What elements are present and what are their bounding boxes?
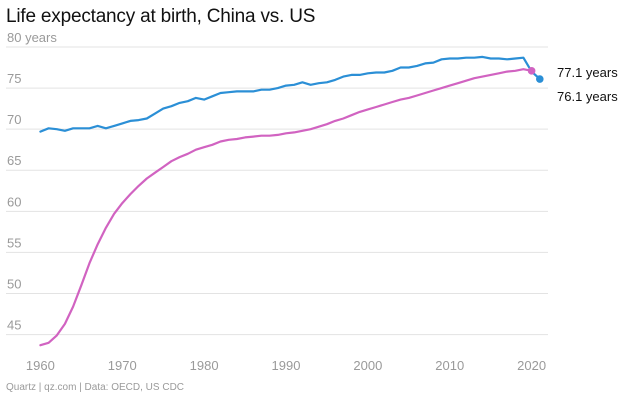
y-tick-label: 55 — [7, 235, 21, 250]
y-tick-label: 80 years — [7, 30, 57, 45]
y-tick-label: 75 — [7, 71, 21, 86]
x-tick-label: 2010 — [435, 358, 464, 373]
series-end-label-1: 76.1 years — [557, 89, 618, 104]
x-axis-ticks: 1960 1970 1980 1990 2000 2010 2020 — [26, 358, 546, 373]
end-labels: 77.1 years 76.1 years — [557, 65, 618, 104]
gridlines — [6, 46, 548, 336]
y-tick-label: 70 — [7, 112, 21, 127]
series-lines — [39, 55, 541, 347]
series-line-2 — [39, 68, 533, 347]
x-tick-label: 2020 — [517, 358, 546, 373]
y-tick-label: 60 — [7, 194, 21, 209]
y-tick-label: 45 — [7, 318, 21, 333]
x-tick-label: 1970 — [108, 358, 137, 373]
source-footer: Quartz | qz.com | Data: OECD, US CDC — [6, 382, 185, 393]
end-markers — [527, 67, 544, 83]
y-tick-label: 50 — [7, 276, 21, 291]
x-tick-label: 2000 — [353, 358, 382, 373]
x-tick-label: 1960 — [26, 358, 55, 373]
chart-title: Life expectancy at birth, China vs. US — [6, 6, 316, 27]
y-tick-label: 65 — [7, 153, 21, 168]
series-end-marker-2 — [527, 67, 536, 75]
x-tick-label: 1980 — [190, 358, 219, 373]
y-axis-ticks: 45 50 55 60 65 70 75 80 years — [7, 30, 57, 333]
series-line-1 — [39, 55, 541, 133]
x-tick-label: 1990 — [272, 358, 301, 373]
series-end-marker-1 — [536, 75, 544, 83]
series-end-label-2: 77.1 years — [557, 65, 618, 80]
